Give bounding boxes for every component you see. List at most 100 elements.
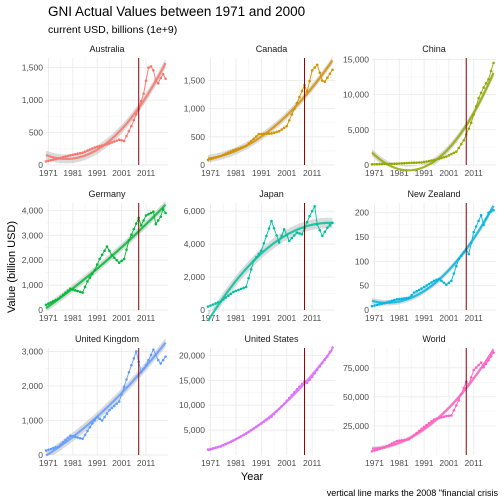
data-point-china — [397, 162, 401, 165]
data-point-canada — [262, 132, 266, 136]
data-point-japan — [242, 286, 245, 290]
data-point-united-states — [247, 430, 250, 434]
x-tick-label: 2011 — [465, 313, 484, 323]
data-point-canada — [282, 126, 286, 130]
y-tick-label: 1,000 — [184, 104, 206, 114]
data-point-united-states — [239, 435, 243, 438]
data-point-japan — [323, 230, 327, 234]
data-point-world — [469, 376, 473, 379]
data-point-new-zealand — [417, 288, 421, 292]
data-point-world — [457, 399, 461, 402]
data-point-germany — [164, 211, 167, 215]
y-tick-label: 0 — [364, 160, 369, 170]
data-point-united-kingdom — [147, 358, 150, 362]
data-point-china — [427, 159, 431, 163]
facet-title-china: China — [422, 44, 446, 54]
data-point-australia — [156, 81, 160, 85]
data-point-australia — [149, 65, 153, 68]
data-point-world — [427, 421, 431, 425]
data-point-united-kingdom — [117, 400, 121, 403]
data-point-united-states — [227, 441, 230, 445]
data-point-japan — [249, 268, 253, 271]
data-point-australia — [152, 69, 155, 72]
data-point-china — [422, 160, 426, 164]
data-point-united-kingdom — [71, 434, 75, 438]
data-point-united-states — [321, 361, 324, 365]
panel-new-zealand: New Zealand 1971 1981 1991 2001 2011 0 50 100 150… — [355, 189, 496, 323]
data-point-world — [405, 438, 409, 441]
y-tick-label: 3,000 — [22, 230, 44, 240]
data-point-canada — [293, 107, 296, 111]
data-point-world — [462, 386, 466, 390]
data-point-china — [472, 113, 475, 116]
data-point-united-kingdom — [88, 425, 92, 429]
data-point-china — [452, 151, 456, 155]
data-point-australia — [142, 92, 145, 95]
data-point-world — [492, 351, 495, 354]
data-point-australia — [117, 138, 121, 142]
data-point-united-kingdom — [105, 412, 109, 415]
data-point-united-kingdom — [56, 445, 60, 449]
data-point-australia — [95, 145, 99, 149]
data-point-japan — [260, 249, 263, 253]
smooth-line-world — [371, 348, 495, 450]
data-point-canada — [252, 137, 256, 141]
data-point-japan — [298, 232, 301, 235]
data-point-united-states — [290, 393, 294, 397]
data-point-world — [450, 414, 453, 417]
data-point-australia — [105, 142, 109, 146]
data-point-japan — [318, 228, 322, 232]
data-point-united-kingdom — [61, 440, 65, 444]
y-tick-label: 1,500 — [184, 76, 206, 86]
data-point-united-states — [224, 442, 228, 446]
data-point-canada — [219, 154, 222, 158]
data-point-australia — [103, 143, 106, 147]
data-point-germany — [66, 289, 70, 293]
x-tick-label: 1991 — [88, 458, 107, 468]
data-point-united-kingdom — [132, 357, 136, 360]
data-point-united-kingdom — [122, 385, 126, 389]
data-point-united-kingdom — [125, 378, 128, 381]
data-point-united-kingdom — [49, 447, 53, 451]
data-point-new-zealand — [397, 297, 401, 301]
data-point-world — [373, 449, 376, 452]
data-point-canada — [313, 66, 316, 69]
data-point-world — [489, 355, 493, 358]
data-point-japan — [257, 252, 261, 256]
x-tick-label: 2001 — [439, 313, 458, 323]
data-point-germany — [156, 219, 160, 222]
x-tick-label: 2011 — [137, 458, 156, 468]
panel-china: China 1971 1981 1991 2001 2011 0 5,000 10,000 15,… — [343, 44, 496, 178]
y-tick-label: 4,000 — [184, 239, 206, 249]
data-point-new-zealand — [442, 281, 446, 285]
data-point-united-states — [262, 420, 266, 424]
data-point-new-zealand — [412, 291, 416, 294]
data-point-united-states — [216, 445, 220, 449]
x-tick-label: 1971 — [365, 313, 384, 323]
smooth-band-germany — [46, 200, 166, 310]
data-point-canada — [280, 128, 283, 131]
data-point-new-zealand — [472, 230, 475, 234]
data-point-world — [400, 439, 404, 442]
data-point-japan — [305, 220, 309, 224]
data-point-germany — [113, 256, 116, 260]
data-point-japan — [328, 223, 332, 227]
y-tick-label: 0 — [200, 160, 205, 170]
data-point-united-states — [242, 433, 245, 437]
smooth-band-united-states — [208, 348, 333, 451]
data-point-japan — [315, 223, 319, 226]
data-point-japan — [219, 300, 222, 303]
data-point-world — [442, 415, 446, 419]
data-point-japan — [224, 296, 228, 299]
data-point-new-zealand — [407, 296, 411, 300]
data-point-australia — [73, 152, 77, 156]
x-tick-label: 1981 — [390, 458, 409, 468]
data-point-china — [457, 146, 461, 150]
data-point-world — [447, 414, 451, 418]
data-point-canada — [305, 90, 309, 94]
data-point-germany — [120, 259, 123, 263]
data-point-china — [447, 154, 451, 157]
data-point-japan — [209, 304, 212, 307]
y-tick-label: 0 — [38, 305, 43, 315]
data-point-united-states — [323, 358, 327, 362]
